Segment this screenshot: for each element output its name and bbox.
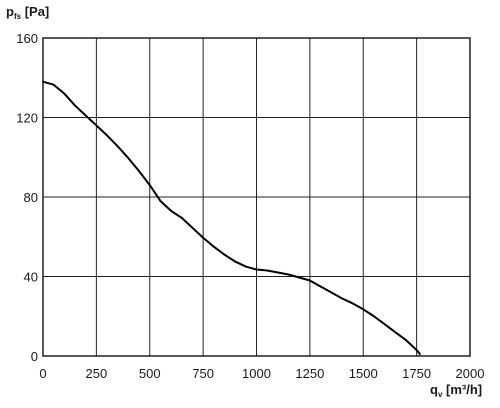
plot-border bbox=[42, 37, 471, 357]
y-tick-label: 120 bbox=[16, 111, 38, 126]
y-tick-label: 160 bbox=[16, 31, 38, 46]
y-tick-label: 80 bbox=[24, 190, 38, 205]
y-tick-labels: 0 40 80 120 160 bbox=[16, 31, 38, 364]
x-tick-label: 1250 bbox=[295, 366, 324, 381]
x-axis-label-unit: [m³/h] bbox=[442, 382, 482, 397]
x-tick-label: 0 bbox=[39, 366, 46, 381]
x-axis-label-sub: v bbox=[438, 390, 443, 399]
y-tick-label: 40 bbox=[24, 270, 38, 285]
y-axis-label-base: p bbox=[6, 4, 14, 19]
y-tick-label: 0 bbox=[31, 349, 38, 364]
y-axis-label-unit: [Pa] bbox=[21, 4, 49, 19]
x-tick-label: 1500 bbox=[349, 366, 378, 381]
pressure-curve-line bbox=[42, 80, 421, 356]
grid bbox=[42, 37, 471, 357]
y-axis-label: pfs [Pa] bbox=[6, 4, 49, 21]
x-tick-labels: 0 250 500 750 1000 1250 1500 1750 2000 bbox=[39, 366, 484, 381]
x-tick-label: 2000 bbox=[456, 366, 485, 381]
x-tick-label: 750 bbox=[192, 366, 214, 381]
x-axis-label: qv [m³/h] bbox=[430, 382, 482, 399]
curve-layer bbox=[42, 80, 421, 356]
y-axis-label-sub: fs bbox=[14, 12, 22, 21]
x-tick-label: 1750 bbox=[402, 366, 431, 381]
x-tick-label: 500 bbox=[139, 366, 161, 381]
x-tick-label: 250 bbox=[86, 366, 108, 381]
x-tick-label: 1000 bbox=[242, 366, 271, 381]
x-axis-label-base: q bbox=[430, 382, 438, 397]
plot-frame bbox=[42, 37, 471, 357]
